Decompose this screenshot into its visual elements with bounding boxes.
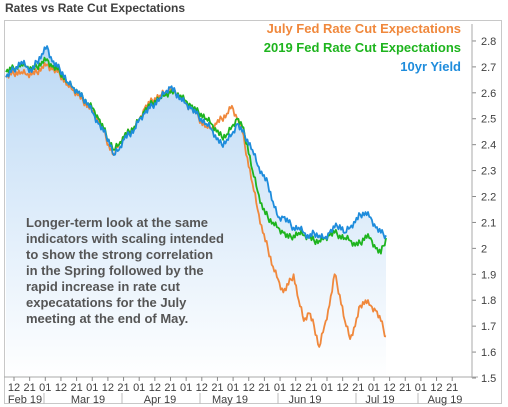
x-month-label: Apr 19 <box>144 394 176 406</box>
yield-area-fill <box>6 46 386 378</box>
x-month-label: May 19 <box>212 394 248 406</box>
annotation-line: to show the strong correlation <box>26 247 213 262</box>
x-tick-label: 21 <box>258 382 270 394</box>
yield-10yr-line <box>5 45 387 240</box>
annotation-line: meeting at the end of May. <box>26 311 188 326</box>
y-tick-label: 1.9 <box>481 269 496 281</box>
legend: July Fed Rate Cut Expectations 2019 Fed R… <box>264 21 461 74</box>
x-tick-label: 12 <box>102 382 114 394</box>
y-tick-label: 2.8 <box>481 36 496 48</box>
y-tick-label: 2 <box>481 243 487 255</box>
x-tick-label: 01 <box>227 382 239 394</box>
series-lines <box>5 45 387 348</box>
chart-frame <box>4 20 502 404</box>
x-tick-label: 21 <box>305 382 317 394</box>
x-tick-label: 12 <box>430 382 442 394</box>
y-tick-label: 1.7 <box>481 321 496 333</box>
x-tick-label: 01 <box>415 382 427 394</box>
annotation-line: Longer-term look at the same <box>26 215 208 230</box>
y-tick-label: 1.5 <box>481 373 496 385</box>
y-axis-right: 2.8 2.7 2.6 2.5 2.4 2.3 2.2 2.1 2 1.9 1.8 1.7 1.6 1.5 <box>471 24 496 385</box>
x-tick-label: 12 <box>243 382 255 394</box>
x-tick-label: 21 <box>164 382 176 394</box>
x-tick-label: 01 <box>274 382 286 394</box>
chart-title: Rates vs Rate Cut Expectations <box>5 1 186 15</box>
x-month-label: Mar 19 <box>71 394 105 406</box>
x-month-label: Aug 19 <box>428 394 463 406</box>
y-tick-label: 1.8 <box>481 295 496 307</box>
x-tick-label: 01 <box>133 382 145 394</box>
x-tick-label: 12 <box>8 382 20 394</box>
yield-area <box>6 46 386 378</box>
x-tick-label: 21 <box>399 382 411 394</box>
x-tick-label: 12 <box>383 382 395 394</box>
x-tick-label: 12 <box>196 382 208 394</box>
x-month-label: Feb 19 <box>8 394 42 406</box>
x-month-label: Jun 19 <box>288 394 321 406</box>
x-tick-label: 21 <box>70 382 82 394</box>
y-tick-label: 2.5 <box>481 114 496 126</box>
annotation-line: rapid increase in rate cut <box>26 279 181 294</box>
x-tick-label: 21 <box>211 382 223 394</box>
x-tick-label: 12 <box>149 382 161 394</box>
x-tick-label: 21 <box>352 382 364 394</box>
y-tick-label: 2.4 <box>481 140 496 152</box>
y-tick-label: 2.7 <box>481 62 496 74</box>
x-tick-label: 12 <box>290 382 302 394</box>
annotation-line: indicators with scaling intended <box>26 231 224 246</box>
x-tick-label: 01 <box>368 382 380 394</box>
x-tick-label: 01 <box>86 382 98 394</box>
legend-entry: 10yr Yield <box>400 59 461 74</box>
x-tick-label: 12 <box>337 382 349 394</box>
legend-entry: July Fed Rate Cut Expectations <box>267 21 461 36</box>
legend-entry: 2019 Fed Rate Cut Expectations <box>264 40 461 55</box>
x-tick-label: 01 <box>321 382 333 394</box>
x-month-label: Jul 19 <box>365 394 394 406</box>
x-tick-label: 12 <box>55 382 67 394</box>
x-tick-label: 01 <box>39 382 51 394</box>
annotation-line: expecatations for the July <box>26 295 187 310</box>
y-tick-label: 1.6 <box>481 347 496 359</box>
y-tick-label: 2.6 <box>481 88 496 100</box>
x-tick-label: 21 <box>24 382 36 394</box>
x-tick-label: 21 <box>446 382 458 394</box>
y-tick-label: 2.3 <box>481 166 496 178</box>
x-axis: 12 21 01 12 21 01 12 21 01 12 21 01 12 21 01 12 21 01 12 21… <box>4 376 478 406</box>
annotation-line: in the Spring followed by the <box>26 263 204 278</box>
y-tick-label: 2.1 <box>481 217 496 229</box>
x-tick-label: 21 <box>117 382 129 394</box>
x-tick-label: 01 <box>180 382 192 394</box>
y-tick-label: 2.2 <box>481 192 496 204</box>
